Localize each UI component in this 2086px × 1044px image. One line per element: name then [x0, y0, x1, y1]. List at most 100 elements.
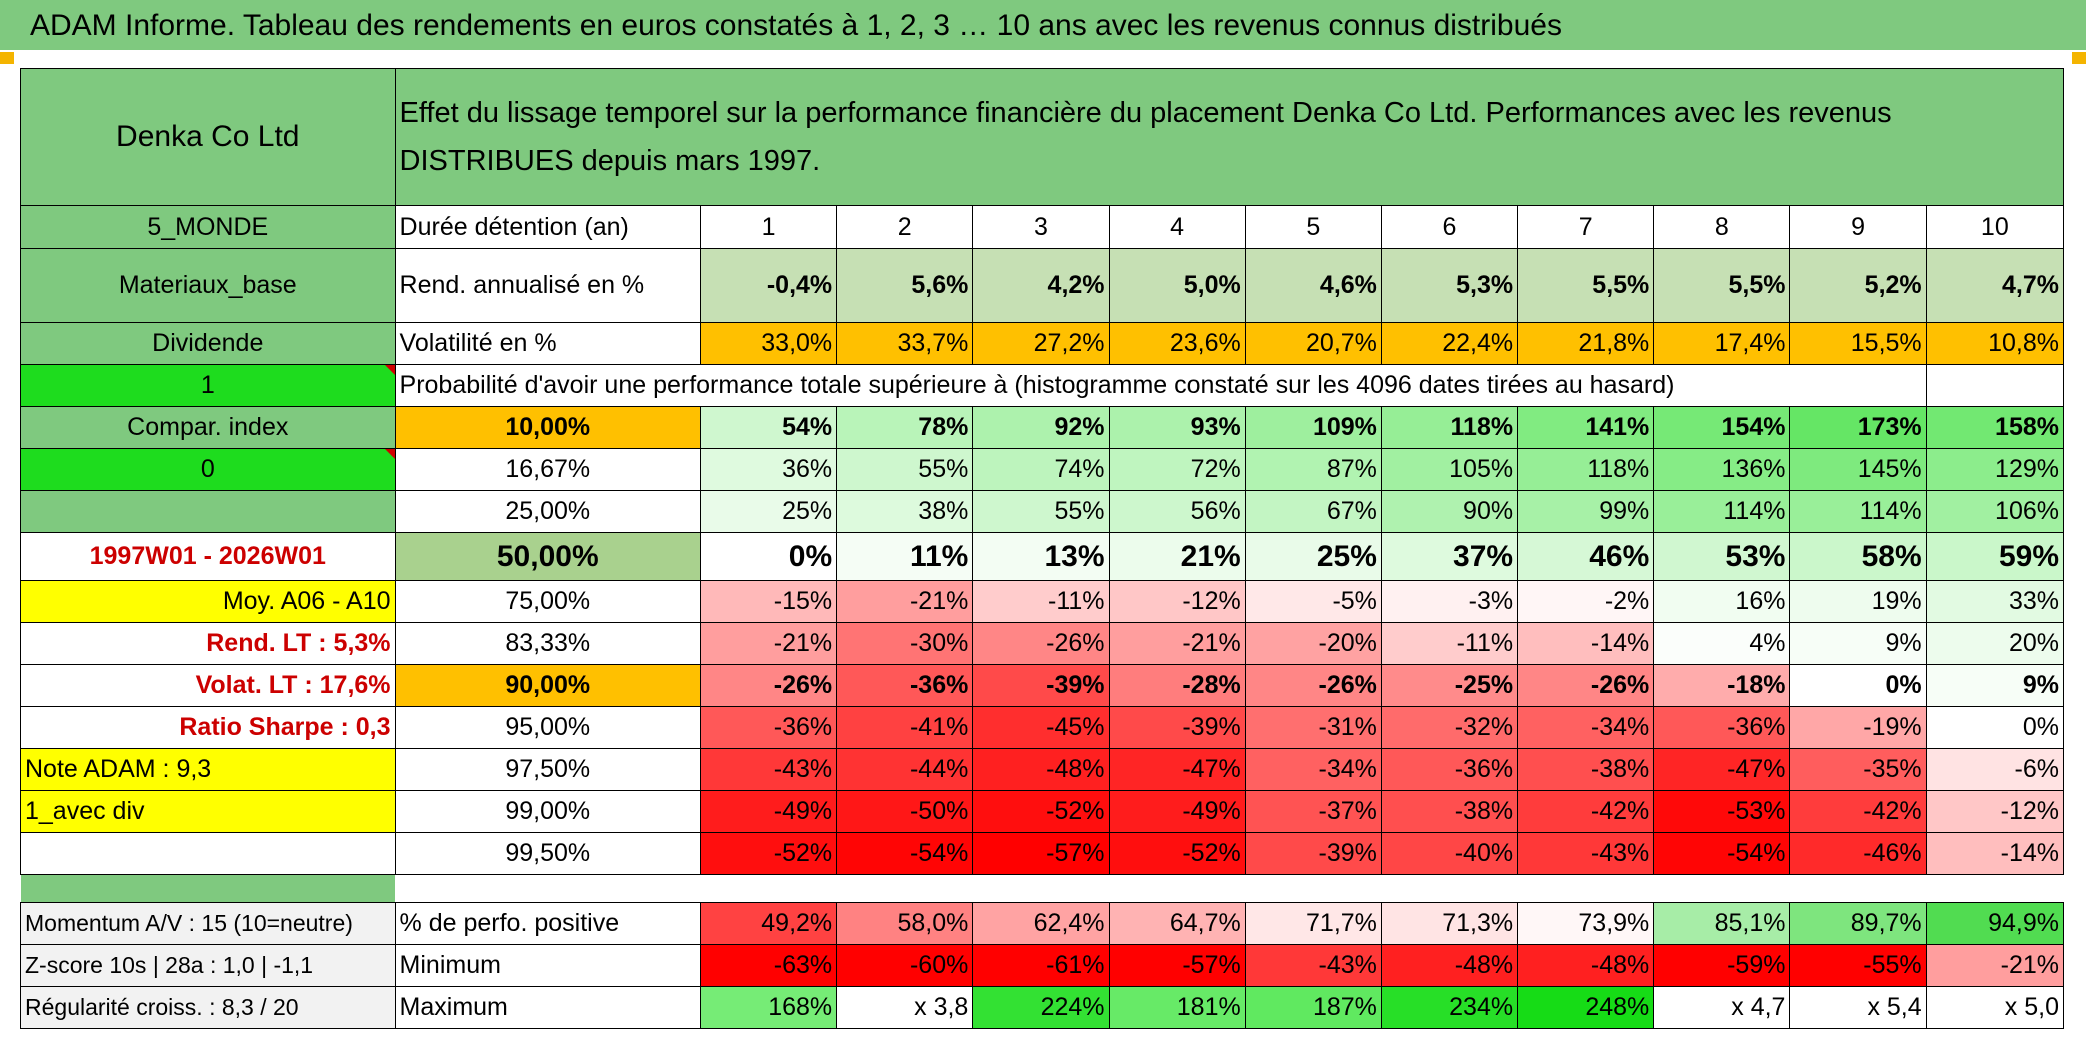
annualized-return-cell: 4,2% — [972, 248, 1110, 323]
quantile-value-cell: 21% — [1108, 532, 1246, 581]
quantile-value-cell: -39% — [1108, 706, 1246, 749]
annualized-return-cell: 4,7% — [1925, 248, 2065, 323]
quantile-value-cell: -11% — [972, 580, 1110, 623]
quantile-value-cell: -26% — [972, 622, 1110, 665]
quantile-threshold: 99,00% — [394, 790, 701, 833]
quantile-value-cell: 74% — [972, 448, 1110, 491]
spacer-cell — [395, 874, 2064, 903]
annualized-return-cell: 5,5% — [1653, 248, 1791, 323]
sector-label: Materiaux_base — [20, 248, 396, 323]
annualized-return-cell: 5,6% — [836, 248, 974, 323]
duration-header: 1 — [699, 205, 838, 249]
maximum-cell: 224% — [972, 986, 1110, 1029]
quantile-value-cell: -3% — [1380, 580, 1519, 623]
minimum-cell: -48% — [1380, 944, 1519, 987]
quantile-value-cell: -36% — [836, 664, 974, 707]
positive-perf-cell: 64,7% — [1108, 902, 1246, 945]
quantile-value-cell: -41% — [836, 706, 974, 749]
quantile-value-cell: 118% — [1517, 448, 1655, 491]
quantile-value-cell: -31% — [1244, 706, 1382, 749]
quantile-value-cell: -12% — [1108, 580, 1246, 623]
quantile-value-cell: -2% — [1517, 580, 1655, 623]
duration-header: 7 — [1517, 205, 1655, 249]
quantile-threshold: 10,00% — [394, 406, 701, 449]
quantile-value-cell: -20% — [1244, 622, 1382, 665]
quantile-value-cell: 136% — [1653, 448, 1791, 491]
rend-label: Rend. annualisé en % — [394, 248, 701, 323]
sharpe-ratio: Ratio Sharpe : 0,3 — [20, 706, 396, 749]
quantile-value-cell: -25% — [1380, 664, 1519, 707]
quantile-value-cell: -38% — [1380, 790, 1519, 833]
quantile-value-cell: 38% — [836, 490, 974, 533]
quantile-value-cell: -34% — [1517, 706, 1655, 749]
income-type-label: Dividende — [20, 322, 396, 365]
quantile-value-cell: -28% — [1108, 664, 1246, 707]
quantile-value-cell: 4% — [1653, 622, 1791, 665]
minimum-cell: -60% — [836, 944, 974, 987]
quantile-row: Moy. A06 - A10 75,00% -15% -21% -11% -12% -5% -… — [20, 580, 2065, 623]
quantile-value-cell: 109% — [1244, 406, 1382, 449]
quantile-value-cell: 87% — [1244, 448, 1382, 491]
minimum-cell: -61% — [972, 944, 1110, 987]
duration-header: 10 — [1925, 205, 2065, 249]
quantile-value-cell: 105% — [1380, 448, 1519, 491]
minimum-cell: -43% — [1244, 944, 1382, 987]
quantile-row: Ratio Sharpe : 0,3 95,00% -36% -41% -45% -39%… — [20, 706, 2065, 749]
quantile-value-cell: 13% — [972, 532, 1110, 581]
quantile-value-cell: -26% — [1244, 664, 1382, 707]
minimum-cell: -59% — [1653, 944, 1791, 987]
duration-header: 9 — [1789, 205, 1927, 249]
quantile-value-cell: -52% — [972, 790, 1110, 833]
duration-header: 2 — [836, 205, 974, 249]
option-value-1[interactable]: 1 — [20, 364, 396, 407]
average-label: Moy. A06 - A10 — [20, 580, 396, 623]
region-label: 5_MONDE — [20, 205, 396, 249]
quantile-value-cell: 54% — [699, 406, 838, 449]
quantile-value-cell: -43% — [1517, 832, 1655, 875]
quantile-value-cell: -12% — [1925, 790, 2065, 833]
quantile-value-cell: 25% — [1244, 532, 1382, 581]
quantile-value-cell: 92% — [972, 406, 1110, 449]
quantile-value-cell: -45% — [972, 706, 1110, 749]
quantile-value-cell: -18% — [1653, 664, 1791, 707]
stats-row: Momentum A/V : 15 (10=neutre)% de perfo.… — [20, 902, 2065, 945]
option-value-0[interactable]: 0 — [20, 448, 396, 491]
duration-header: 8 — [1653, 205, 1791, 249]
positive-perf-label: % de perfo. positive — [394, 902, 701, 945]
duration-header: 4 — [1108, 205, 1246, 249]
z-score-label: Z-score 10s | 28a : 1,0 | -1,1 — [20, 944, 396, 987]
volatility-cell: 33,0% — [699, 322, 838, 365]
quantile-value-cell: 56% — [1108, 490, 1246, 533]
quantile-value-cell: 55% — [836, 448, 974, 491]
quantile-threshold: 25,00% — [394, 490, 701, 533]
annualized-return-cell: 5,3% — [1380, 248, 1519, 323]
quantile-value-cell: -15% — [699, 580, 838, 623]
quantile-value-cell: 9% — [1925, 664, 2065, 707]
positive-perf-cell: 71,7% — [1244, 902, 1382, 945]
maximum-cell: x 3,8 — [836, 986, 974, 1029]
quantile-value-cell: -37% — [1244, 790, 1382, 833]
quantile-value-cell: 19% — [1789, 580, 1927, 623]
vol-label: Volatilité en % — [394, 322, 701, 365]
volatility-cell: 21,8% — [1517, 322, 1655, 365]
duration-label: Durée détention (an) — [394, 205, 701, 249]
volatility-cell: 22,4% — [1380, 322, 1519, 365]
minimum-cell: -21% — [1925, 944, 2065, 987]
positive-perf-cell: 62,4% — [972, 902, 1110, 945]
quantile-value-cell: -49% — [699, 790, 838, 833]
quantile-value-cell: -26% — [1517, 664, 1655, 707]
quantile-threshold: 75,00% — [394, 580, 701, 623]
duration-header: 3 — [972, 205, 1110, 249]
empty-cell — [1789, 364, 1927, 407]
quantile-value-cell: -30% — [836, 622, 974, 665]
maximum-cell: x 5,4 — [1789, 986, 1927, 1029]
quantile-row: Note ADAM : 9,3 97,50% -43% -44% -48% -47% -34… — [20, 748, 2065, 791]
quantile-value-cell: -35% — [1789, 748, 1927, 791]
quantile-row: 1997W01 - 2026W01 50,00% 0% 11% 13% 21% 25% 37%… — [20, 532, 2065, 581]
quantile-threshold: 16,67% — [394, 448, 701, 491]
quantile-value-cell: 55% — [972, 490, 1110, 533]
quantile-value-cell: 36% — [699, 448, 838, 491]
stats-row: Régularité croiss. : 8,3 / 20 Maximum 168%… — [20, 986, 2065, 1029]
quantile-value-cell: -47% — [1653, 748, 1791, 791]
annualized-return-cell: 5,2% — [1789, 248, 1927, 323]
